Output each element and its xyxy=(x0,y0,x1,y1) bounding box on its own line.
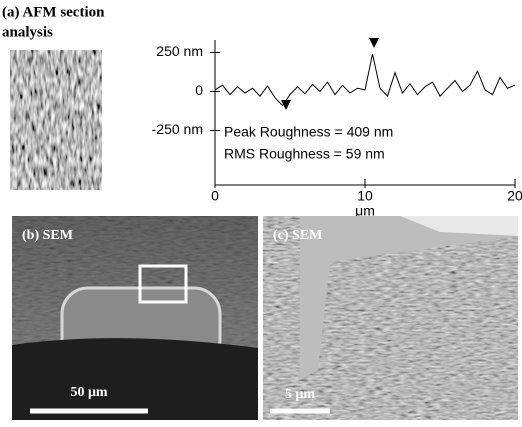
annotation: RMS Roughness = 59 nm xyxy=(224,146,385,162)
sem-substrate xyxy=(12,338,258,420)
panel-label: (b) SEM xyxy=(22,228,73,243)
y-tick-label: 0 xyxy=(195,82,203,98)
panel-label: (c) SEM xyxy=(273,228,322,243)
afm-image xyxy=(10,50,102,190)
y-tick-label: -250 nm xyxy=(152,121,203,137)
x-tick-label: 20 xyxy=(507,188,522,204)
y-tick-label: 250 nm xyxy=(156,43,203,59)
figure: (a) AFM section analysis 250 nm 0 -250 nm 0… xyxy=(0,0,522,422)
panel-title: analysis xyxy=(2,24,53,40)
peak-marker xyxy=(369,38,379,48)
scale-label: 5 μm xyxy=(285,387,315,402)
scale-label: 50 μm xyxy=(70,385,107,400)
profile-line xyxy=(215,54,515,106)
annotation: Peak Roughness = 409 nm xyxy=(224,124,393,140)
x-tick-label: 10 xyxy=(357,188,373,204)
panel-title: (a) AFM section xyxy=(2,4,105,20)
x-tick-label: 0 xyxy=(211,188,219,204)
